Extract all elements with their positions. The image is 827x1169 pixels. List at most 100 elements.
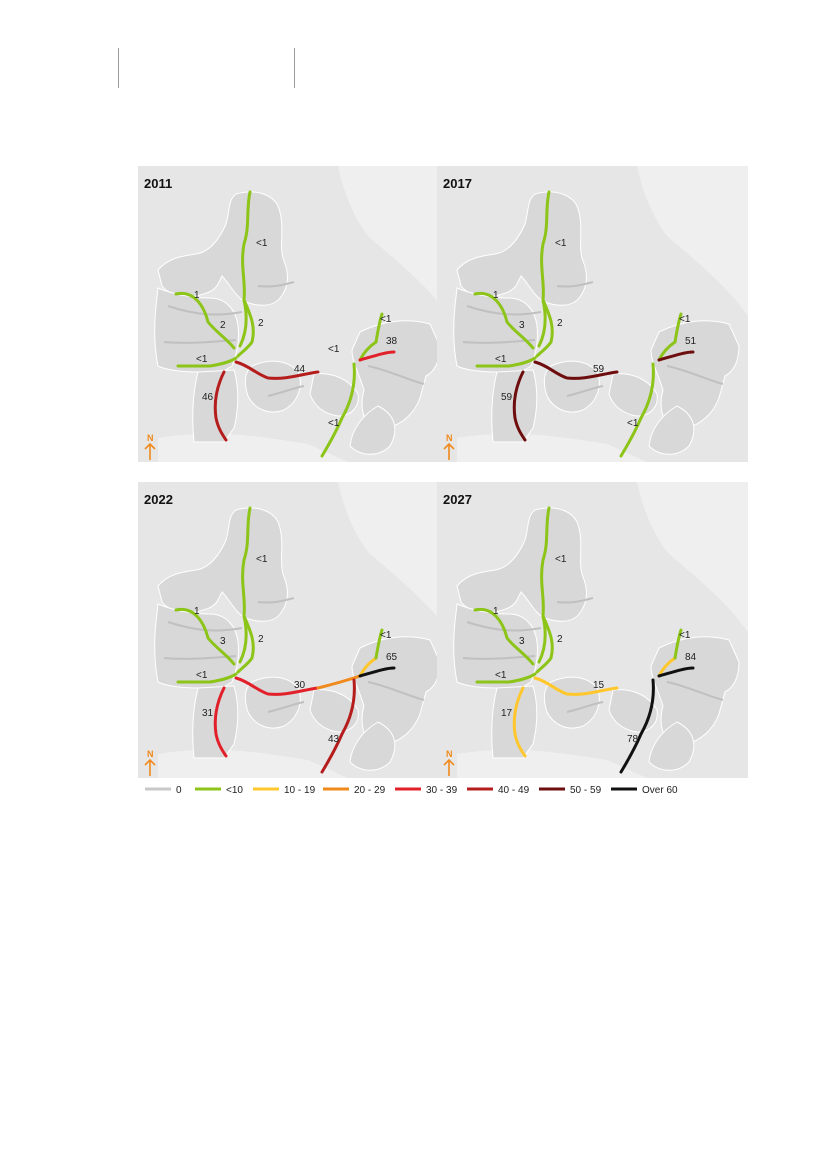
map-landmass bbox=[608, 689, 658, 733]
flow-label-north: <1 bbox=[256, 554, 268, 565]
legend-label: 10 - 19 bbox=[284, 785, 316, 796]
road-east bbox=[234, 360, 320, 380]
map-landmass bbox=[309, 373, 359, 417]
map-panel-2011: <1 1 2 2 <1 46 44 <1 <1 38 <1 2011 N bbox=[138, 166, 449, 462]
legend-item: <10 bbox=[195, 785, 243, 796]
flow-label-east: 30 bbox=[294, 680, 306, 691]
legend-label: <10 bbox=[226, 785, 243, 796]
map-panel-2017: <1 1 3 2 <1 59 59 <1 51 <1 2017 N bbox=[437, 166, 748, 462]
map-year: 2011 bbox=[144, 176, 172, 191]
flow-label-cph: <1 bbox=[679, 314, 691, 325]
road-mid bbox=[236, 298, 255, 358]
flow-label-cph: <1 bbox=[679, 630, 691, 641]
header-divider-left bbox=[118, 48, 119, 88]
road-cph bbox=[374, 312, 384, 344]
road-mid bbox=[236, 614, 255, 674]
header-divider-right bbox=[294, 48, 295, 88]
legend-label: 50 - 59 bbox=[570, 785, 602, 796]
road-zn bbox=[657, 656, 677, 678]
flow-label-mid: 2 bbox=[220, 320, 226, 331]
flow-label-mid2: 2 bbox=[258, 318, 264, 329]
road-cph bbox=[374, 628, 384, 660]
road-north bbox=[537, 190, 551, 348]
road-west bbox=[174, 291, 236, 350]
road-south bbox=[512, 370, 527, 442]
road-hwest bbox=[176, 672, 238, 684]
flow-label-north: <1 bbox=[555, 554, 567, 565]
flow-label-mid: 3 bbox=[519, 636, 525, 647]
north-arrow-icon bbox=[144, 758, 156, 776]
flow-label-north: <1 bbox=[555, 238, 567, 249]
legend-item: 0 bbox=[145, 785, 182, 796]
legend-label: 0 bbox=[176, 785, 182, 796]
road-east2 bbox=[316, 674, 362, 690]
north-arrow-icon bbox=[443, 442, 455, 460]
north-arrow-label: N bbox=[147, 433, 154, 443]
map-panel-2022: <1 1 3 2 <1 31 30 43 65 <1 2022 N bbox=[138, 482, 449, 778]
map-year: 2022 bbox=[144, 492, 173, 507]
road-south bbox=[512, 686, 527, 758]
north-arrow-label: N bbox=[446, 749, 453, 759]
road-east bbox=[533, 360, 619, 380]
flow-label-west: 1 bbox=[493, 606, 499, 617]
flow-label-south: 17 bbox=[501, 708, 513, 719]
road-ze bbox=[358, 350, 396, 362]
flow-label-ze: 51 bbox=[685, 336, 697, 347]
road-unused bbox=[466, 305, 542, 316]
road-unused bbox=[163, 339, 237, 344]
road-east bbox=[234, 676, 320, 696]
legend-label: 30 - 39 bbox=[426, 785, 458, 796]
flow-label-west: 1 bbox=[194, 290, 200, 301]
road-zn bbox=[657, 340, 677, 362]
flow-label-south: 59 bbox=[501, 392, 513, 403]
road-unused bbox=[367, 365, 425, 385]
flow-label-mid2: 2 bbox=[557, 634, 563, 645]
road-unused bbox=[666, 681, 724, 701]
legend-label: 40 - 49 bbox=[498, 785, 530, 796]
road-unused bbox=[257, 597, 295, 604]
flow-label-west: 1 bbox=[194, 606, 200, 617]
road-north bbox=[238, 190, 252, 348]
map-landmass bbox=[608, 373, 658, 417]
flow-label-mid2: 2 bbox=[557, 318, 563, 329]
road-south bbox=[213, 686, 228, 758]
road-unused bbox=[167, 305, 243, 316]
road-unused bbox=[462, 655, 536, 660]
road-zn bbox=[358, 340, 378, 362]
road-west bbox=[473, 607, 535, 666]
flow-label-mid2: 2 bbox=[258, 634, 264, 645]
road-unused bbox=[163, 655, 237, 660]
legend-item: 10 - 19 bbox=[253, 785, 316, 796]
flow-label-east: 59 bbox=[593, 364, 605, 375]
map-landmass bbox=[157, 191, 288, 306]
map-landmass bbox=[648, 405, 695, 455]
map-year: 2027 bbox=[443, 492, 472, 507]
map-landmass bbox=[456, 191, 587, 306]
flow-label-hwest: <1 bbox=[495, 670, 507, 681]
road-south bbox=[213, 370, 228, 442]
flow-label-west: 1 bbox=[493, 290, 499, 301]
map-landmass bbox=[309, 689, 359, 733]
road-hwest bbox=[176, 356, 238, 368]
flow-label-hwest: <1 bbox=[196, 354, 208, 365]
road-unused bbox=[367, 681, 425, 701]
flow-label-cph: <1 bbox=[380, 630, 392, 641]
map-year: 2017 bbox=[443, 176, 472, 191]
flow-label-zs: 78 bbox=[627, 734, 639, 745]
flow-label-mid: 3 bbox=[519, 320, 525, 331]
flow-label-east: 15 bbox=[593, 680, 605, 691]
road-unused bbox=[556, 281, 594, 288]
road-ze bbox=[657, 350, 695, 362]
flow-label-south: 46 bbox=[202, 392, 214, 403]
road-unused bbox=[556, 597, 594, 604]
flow-label-south: 31 bbox=[202, 708, 214, 719]
map-sweden bbox=[637, 482, 748, 632]
legend-item: 30 - 39 bbox=[395, 785, 458, 796]
flow-label-hwest: <1 bbox=[196, 670, 208, 681]
road-north bbox=[537, 506, 551, 664]
flow-label-mid: 3 bbox=[220, 636, 226, 647]
road-unused bbox=[167, 621, 243, 632]
road-west bbox=[473, 291, 535, 350]
map-landmass bbox=[349, 405, 396, 455]
flow-label-cph: <1 bbox=[380, 314, 392, 325]
